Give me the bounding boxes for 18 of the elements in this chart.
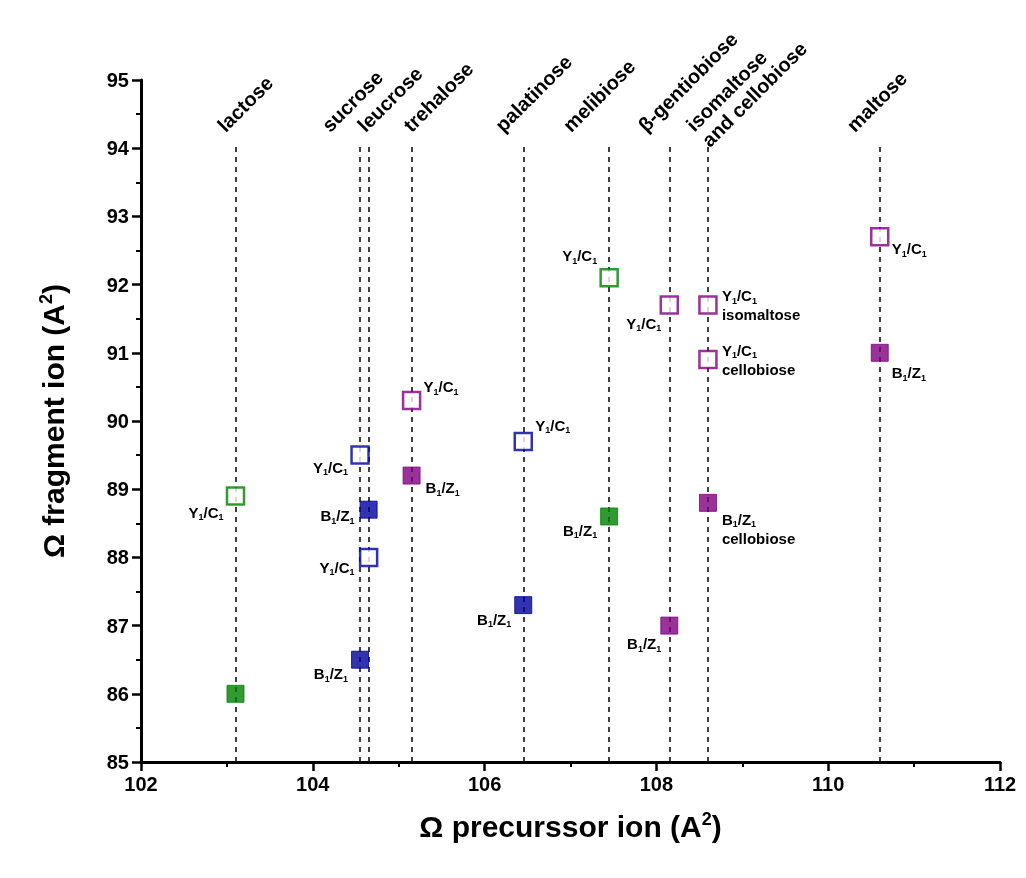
y-tick-label: 95 — [106, 69, 129, 91]
x-tick-label: 108 — [639, 773, 674, 795]
y-tick-label: 91 — [106, 341, 129, 364]
x-tick-label: 110 — [812, 773, 845, 795]
y-tick-label: 93 — [106, 205, 129, 228]
x-tick-label: 106 — [467, 773, 502, 795]
y-tick-label: 89 — [106, 478, 129, 501]
y-tick-label: 87 — [106, 614, 129, 637]
y-axis-title: Ω fragment ion (A2) — [36, 283, 70, 559]
x-tick-label: 112 — [983, 773, 1017, 795]
y-tick-label: 86 — [106, 682, 129, 705]
x-tick-label: 102 — [124, 773, 158, 795]
y-tick-label: 92 — [106, 273, 129, 296]
y-tick-label: 94 — [106, 137, 130, 160]
x-tick-label: 104 — [296, 773, 331, 795]
y-tick-label: 85 — [106, 751, 129, 773]
y-tick-label: 90 — [106, 410, 129, 432]
y-tick-label: 88 — [106, 546, 129, 569]
